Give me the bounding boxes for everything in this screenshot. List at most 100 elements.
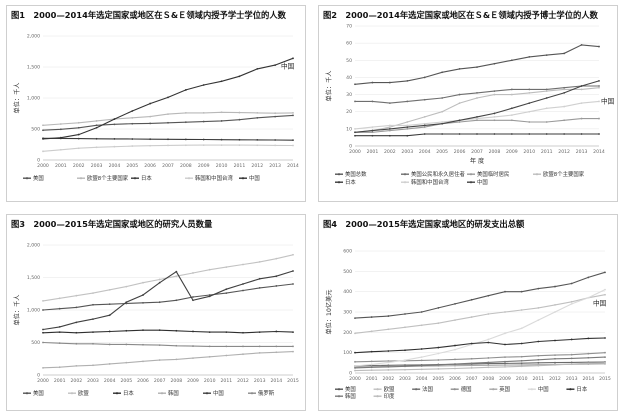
data-point: [404, 368, 406, 371]
data-point: [292, 345, 294, 348]
data-point: [142, 301, 144, 304]
data-point: [437, 368, 440, 370]
series-line: [42, 341, 293, 347]
x-tick-label: 2013: [566, 376, 578, 382]
x-tick-label: 2004: [104, 378, 116, 384]
data-point: [487, 313, 490, 315]
data-point: [598, 117, 600, 120]
x-tick-label: 2000: [37, 378, 49, 384]
data-point: [423, 133, 426, 135]
data-point: [167, 121, 169, 124]
data-point: [493, 119, 496, 122]
data-point: [528, 91, 531, 94]
y-tick-label: 0: [349, 371, 352, 377]
data-point: [208, 295, 211, 298]
data-point: [208, 355, 211, 358]
x-tick-label: 2011: [220, 378, 232, 384]
data-point: [292, 331, 294, 333]
data-point: [242, 353, 244, 356]
data-point: [192, 330, 194, 333]
chart-title: 图2 2000—2014年选定国家或地区在Ｓ&Ｅ领域内授予博士学位的人数: [323, 10, 598, 20]
data-point: [504, 364, 506, 366]
x-tick-label: 2008: [170, 378, 182, 384]
legend-label: 中国: [538, 385, 549, 393]
data-point: [476, 97, 478, 99]
x-axis-label: 年 度: [470, 157, 484, 165]
legend-label: 韩国和中国台湾: [411, 178, 449, 186]
data-point: [95, 124, 98, 127]
data-point: [175, 358, 178, 361]
data-point: [458, 119, 461, 122]
data-point: [95, 120, 98, 122]
data-point: [184, 89, 187, 91]
legend-marker: [492, 388, 495, 391]
data-point: [274, 112, 277, 115]
data-point: [220, 138, 223, 141]
data-point: [420, 311, 423, 313]
data-point: [604, 361, 606, 364]
data-point: [108, 303, 111, 306]
data-point: [528, 88, 531, 91]
data-point: [292, 253, 294, 256]
data-point: [458, 133, 461, 135]
legend-marker: [115, 392, 119, 395]
data-point: [208, 331, 211, 333]
series-line: [354, 100, 600, 130]
data-point: [75, 321, 78, 324]
x-tick-label: 2005: [436, 149, 448, 155]
data-point: [520, 362, 523, 365]
series-line: [354, 361, 606, 367]
data-point: [504, 311, 506, 313]
series-annotation: 中国: [601, 96, 615, 105]
data-point: [158, 301, 161, 304]
data-point: [387, 350, 390, 352]
legend-label: 欧盟: [78, 389, 89, 397]
x-tick-label: 2003: [401, 149, 413, 155]
data-point: [131, 122, 134, 125]
data-point: [242, 331, 244, 334]
legend-label: 美国总数: [345, 170, 367, 178]
data-point: [537, 319, 540, 322]
series-line: [354, 352, 606, 363]
data-point: [292, 114, 294, 117]
legend-label: 美国: [33, 389, 44, 397]
data-point: [388, 124, 391, 127]
series-line: [354, 362, 606, 372]
x-tick-label: 2000: [349, 376, 361, 382]
data-point: [225, 292, 228, 294]
x-tick-label: 2013: [254, 378, 266, 384]
data-point: [423, 122, 426, 125]
legend-marker: [469, 181, 473, 184]
data-point: [370, 330, 373, 333]
data-point: [437, 352, 440, 355]
data-point: [423, 76, 426, 79]
data-point: [220, 80, 223, 83]
data-point: [587, 352, 590, 355]
data-point: [604, 337, 606, 339]
legend-label: 日本: [123, 389, 134, 397]
data-point: [387, 360, 390, 362]
data-point: [554, 354, 556, 357]
data-point: [476, 91, 478, 94]
legend-marker: [250, 392, 254, 395]
data-point: [354, 317, 356, 319]
data-point: [587, 356, 590, 359]
data-point: [598, 45, 600, 48]
data-point: [202, 84, 205, 86]
data-point: [131, 145, 134, 147]
data-point: [274, 64, 277, 67]
data-point: [420, 324, 423, 327]
data-point: [256, 111, 259, 114]
data-point: [545, 107, 548, 110]
data-point: [292, 111, 294, 114]
legend-label: 日本: [345, 178, 356, 186]
y-tick-label: 2,000: [27, 34, 40, 40]
data-point: [125, 329, 128, 332]
data-point: [454, 363, 456, 365]
series-line: [42, 283, 294, 311]
data-point: [292, 270, 294, 272]
legend-marker: [469, 173, 473, 176]
x-tick-label: 2007: [471, 149, 483, 155]
data-point: [42, 366, 44, 369]
